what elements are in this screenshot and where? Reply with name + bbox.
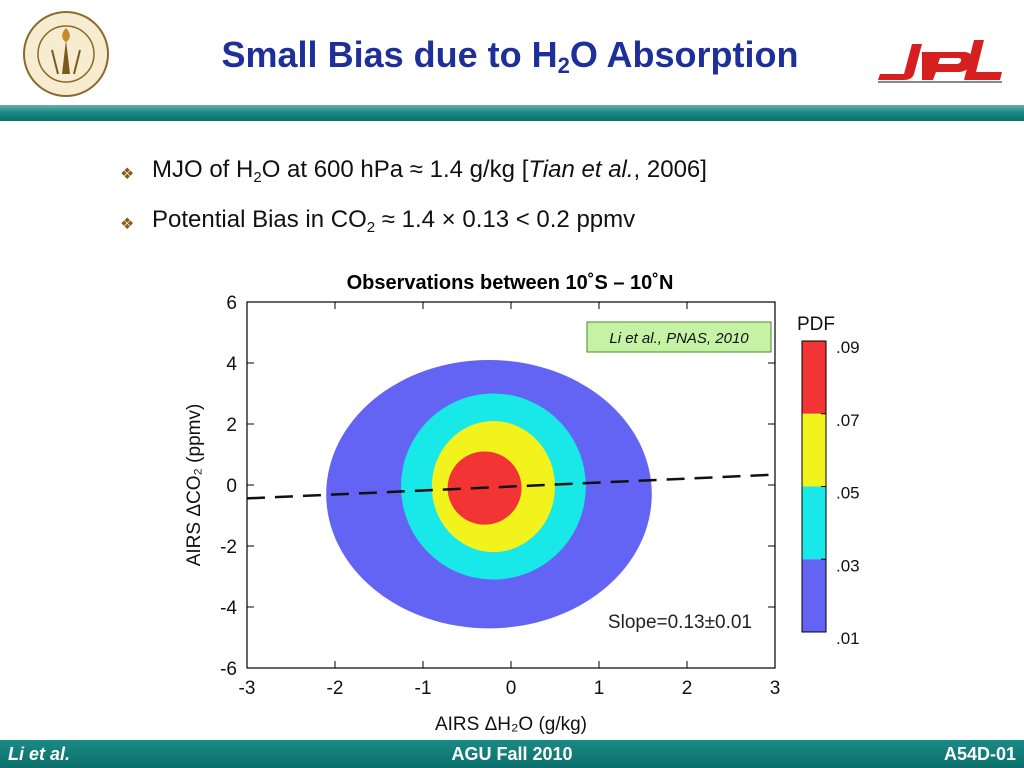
colorbar-label: .09 — [836, 338, 860, 357]
bullet-text: MJO of H2O at 600 hPa ≈ 1.4 g/kg [Tian e… — [152, 156, 707, 186]
footer-center-text: AGU Fall 2010 — [451, 744, 573, 764]
colorbar-segment — [802, 486, 826, 560]
diamond-bullet-icon: ❖ — [120, 216, 135, 233]
colorbar-segment — [802, 413, 826, 487]
chart-title: Observations between 10˚S – 10˚N — [346, 272, 674, 294]
y-axis-label: AIRS ΔCO₂ (ppmv) — [184, 404, 205, 567]
slope-annotation: Slope=0.13±0.01 — [608, 612, 752, 633]
bullet-list: ❖ MJO of H2O at 600 hPa ≈ 1.4 g/kg [Tian… — [120, 156, 707, 256]
colorbar-title: PDF — [797, 314, 835, 335]
x-tick-label: -3 — [239, 678, 256, 699]
colorbar-segment — [802, 559, 826, 632]
page-title: Small Bias due to H2O Absorption — [221, 34, 799, 78]
colorbar-label: .07 — [836, 411, 860, 430]
y-tick-label: -2 — [220, 537, 237, 558]
regression-line — [247, 473, 775, 500]
x-tick-label: 0 — [506, 678, 517, 699]
caltech-seal-logo — [23, 11, 109, 97]
title-divider-bar — [0, 105, 1024, 121]
colorbar-label: .05 — [836, 484, 860, 503]
x-tick-label: 1 — [594, 678, 605, 699]
x-tick-label: 2 — [682, 678, 693, 699]
contour-chart: -3 -2 -1 0 1 2 3 -6 -4 -2 0 2 4 6 AIRS ΔH₂O (g/kg) AIRS… — [184, 293, 860, 735]
footer-right-text: A54D-01 — [943, 744, 1016, 764]
colorbar-label: .03 — [836, 556, 860, 575]
citation-text: Li et al., PNAS, 2010 — [609, 330, 749, 347]
x-tick-label: -1 — [415, 678, 432, 699]
y-tick-label: 2 — [226, 415, 237, 436]
footer-left-text: Li et al. — [8, 744, 71, 764]
x-tick-label: -2 — [327, 678, 344, 699]
y-tick-label: 6 — [226, 293, 237, 314]
y-tick-label: -4 — [220, 598, 237, 619]
y-tick-label: 0 — [226, 476, 237, 497]
bullet-item: ❖ Potential Bias in CO2 ≈ 1.4 × 0.13 < 0… — [120, 206, 707, 256]
y-tick-label: -6 — [220, 659, 237, 680]
colorbar-segment — [802, 341, 826, 414]
citation-box — [586, 321, 772, 353]
y-tick-label: 4 — [226, 354, 237, 375]
x-tick-label: 3 — [770, 678, 781, 699]
jpl-logo — [878, 40, 1002, 83]
bullet-item: ❖ MJO of H2O at 600 hPa ≈ 1.4 g/kg [Tian… — [120, 156, 707, 206]
colorbar-label: .01 — [836, 629, 860, 648]
diamond-bullet-icon: ❖ — [120, 166, 135, 183]
x-axis-label: AIRS ΔH₂O (g/kg) — [435, 714, 587, 735]
footer-bar: AGU Fall 2010 Li et al. A54D-01 — [0, 740, 1024, 768]
bullet-text: Potential Bias in CO2 ≈ 1.4 × 0.13 < 0.2… — [152, 206, 636, 236]
